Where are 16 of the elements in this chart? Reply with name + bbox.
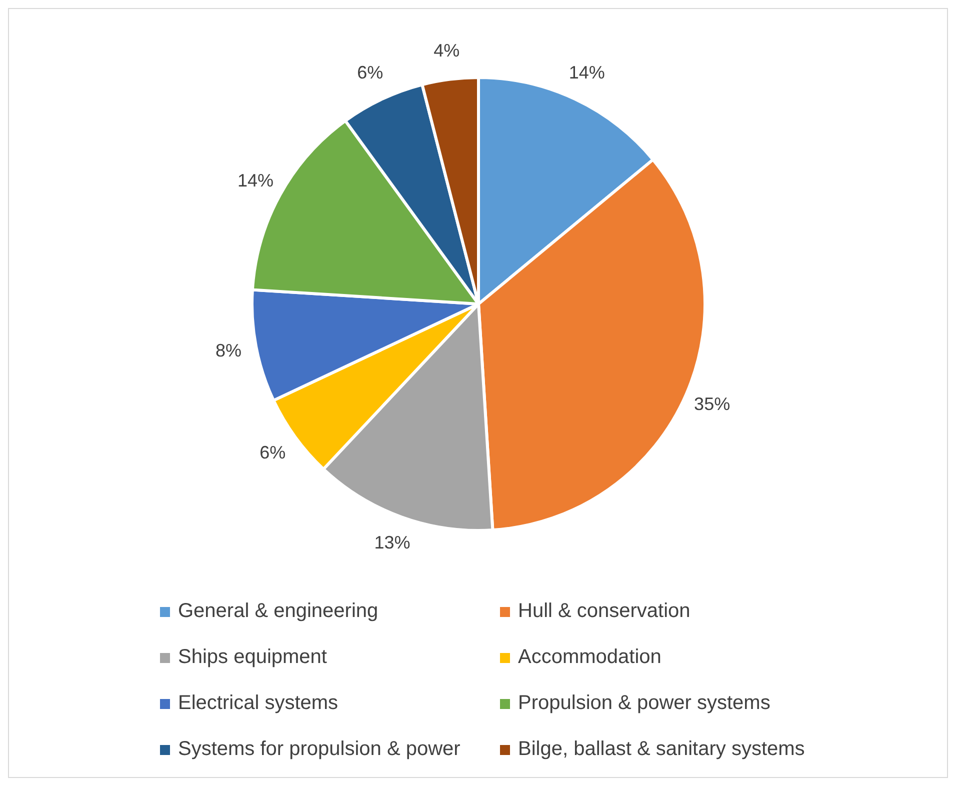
- legend-label: Hull & conservation: [518, 600, 690, 623]
- legend-label: Propulsion & power systems: [518, 692, 770, 715]
- legend-label: Systems for propulsion & power: [178, 738, 460, 761]
- legend-label: Accommodation: [518, 646, 662, 669]
- legend-label: Electrical systems: [178, 692, 338, 715]
- data-label: 35%: [694, 394, 730, 414]
- data-label: 4%: [434, 40, 460, 60]
- data-label: 6%: [260, 442, 286, 463]
- legend-label: General & engineering: [178, 600, 378, 623]
- data-label: 14%: [568, 62, 605, 83]
- legend-label: Ships equipment: [178, 646, 327, 669]
- data-label: 13%: [374, 532, 410, 552]
- data-label: 8%: [216, 340, 242, 361]
- data-label: 6%: [357, 62, 384, 83]
- legend-label: Bilge, ballast & sanitary systems: [518, 738, 805, 761]
- data-label: 14%: [237, 170, 274, 190]
